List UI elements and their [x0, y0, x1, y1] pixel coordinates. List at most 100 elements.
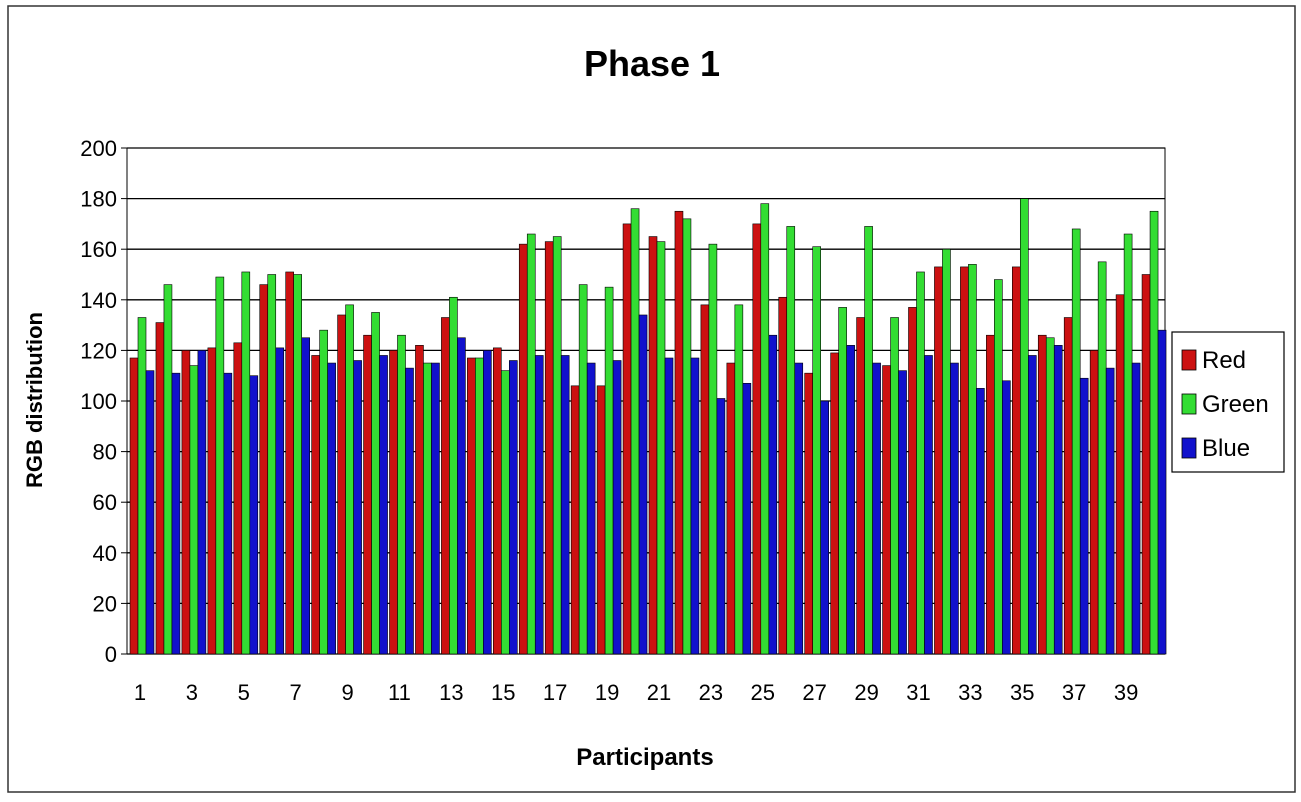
x-tick-label: 27 — [802, 680, 826, 705]
bar-blue — [872, 362, 881, 655]
bar-red — [778, 296, 788, 655]
bar-blue — [768, 334, 778, 655]
bar-red — [648, 236, 658, 655]
y-tick-label: 80 — [93, 440, 117, 465]
bar-blue — [820, 400, 830, 655]
bar-green — [760, 203, 770, 655]
bar-red — [233, 342, 243, 655]
bar-red — [181, 350, 191, 655]
bar-red — [804, 372, 814, 655]
y-tick-label: 120 — [80, 338, 117, 363]
y-tick-label: 160 — [80, 237, 117, 262]
bar-red — [415, 345, 424, 655]
bar-green — [838, 307, 847, 655]
bar-green — [604, 286, 614, 655]
y-tick-label: 0 — [105, 642, 117, 667]
bar-blue — [638, 314, 648, 655]
bar-blue — [976, 388, 985, 655]
bar-blue — [898, 370, 907, 655]
bar-blue — [1028, 355, 1037, 655]
bar-red — [492, 347, 502, 655]
bar-red — [1011, 266, 1021, 655]
bar-blue — [405, 367, 414, 655]
bar-red — [570, 385, 580, 655]
bar-red — [207, 347, 217, 655]
bar-green — [864, 226, 873, 655]
bar-red — [830, 352, 839, 655]
bar-blue — [1053, 345, 1063, 655]
x-tick-label: 37 — [1062, 680, 1086, 705]
bar-green — [500, 370, 510, 655]
bar-green — [1019, 198, 1029, 655]
x-tick-label: 11 — [388, 680, 411, 705]
bar-green — [578, 284, 588, 655]
bar-red — [155, 322, 165, 655]
bar-green — [916, 271, 925, 655]
bar-green — [319, 329, 328, 655]
bar-blue — [171, 372, 181, 655]
bar-green — [423, 362, 432, 655]
x-tick-label: 21 — [647, 680, 671, 705]
bar-green — [397, 334, 406, 655]
bar-red — [1037, 334, 1047, 655]
bar-green — [656, 241, 666, 655]
bar-blue — [249, 375, 259, 655]
bar-red — [363, 334, 372, 655]
bar-green — [1123, 233, 1133, 655]
y-tick-label: 40 — [93, 541, 117, 566]
bar-blue — [612, 360, 622, 655]
y-tick-label: 100 — [80, 389, 117, 414]
legend-swatch-green — [1181, 393, 1197, 415]
bar-blue — [924, 355, 933, 655]
x-tick-label: 39 — [1114, 680, 1138, 705]
bar-blue — [664, 357, 674, 655]
bar-red — [441, 317, 450, 655]
bar-green — [812, 246, 822, 655]
bar-green — [968, 264, 977, 655]
bar-red — [544, 241, 554, 655]
bar-blue — [353, 360, 362, 655]
bar-red — [726, 362, 736, 655]
bar-red — [960, 266, 969, 655]
y-axis-label: RGB distribution — [22, 312, 47, 488]
x-tick-label: 15 — [491, 680, 515, 705]
bar-green — [163, 284, 173, 655]
bar-green — [345, 304, 354, 655]
bar-red — [259, 284, 269, 655]
bar-red — [337, 314, 346, 655]
bar-red — [596, 385, 606, 655]
x-tick-label: 1 — [134, 680, 146, 705]
y-tick-label: 20 — [93, 591, 117, 616]
bar-red — [700, 304, 710, 655]
bar-red — [129, 357, 139, 655]
bar-red — [1089, 350, 1099, 655]
legend-swatch-red — [1181, 349, 1197, 371]
bar-red — [311, 355, 320, 655]
bar-green — [734, 304, 744, 655]
bar-green — [137, 317, 147, 655]
bar-blue — [716, 398, 726, 655]
bar-blue — [145, 370, 155, 655]
legend: Red Green Blue — [1171, 331, 1285, 473]
legend-label-blue: Blue — [1202, 435, 1250, 462]
x-tick-label: 13 — [439, 680, 463, 705]
x-axis-label: Participants — [576, 744, 713, 771]
bar-red — [882, 365, 891, 655]
x-tick-label: 5 — [238, 680, 250, 705]
x-tick-label: 29 — [854, 680, 878, 705]
bar-green — [942, 248, 951, 655]
bar-blue — [1157, 329, 1167, 655]
bars — [129, 198, 1167, 655]
bar-blue — [1079, 377, 1089, 655]
x-tick-label: 31 — [906, 680, 930, 705]
bar-blue — [483, 350, 492, 655]
bar-green — [1149, 210, 1159, 655]
bar-green — [994, 279, 1003, 655]
bar-blue — [379, 355, 388, 655]
bar-green — [890, 317, 899, 655]
bar-green — [371, 312, 380, 655]
bar-blue — [508, 360, 518, 655]
